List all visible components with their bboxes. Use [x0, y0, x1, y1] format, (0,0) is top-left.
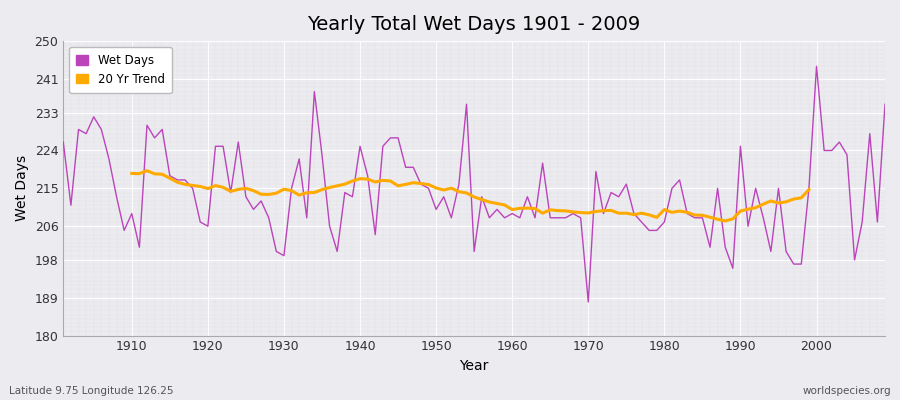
20 Yr Trend	[126, 171, 137, 176]
Wet Days	[583, 300, 594, 304]
20 Yr Trend	[697, 213, 707, 218]
Legend: Wet Days, 20 Yr Trend: Wet Days, 20 Yr Trend	[69, 47, 172, 93]
20 Yr Trend	[606, 208, 616, 213]
20 Yr Trend	[720, 218, 731, 223]
20 Yr Trend	[141, 168, 152, 173]
Line: Wet Days: Wet Days	[63, 66, 885, 302]
Wet Days	[58, 140, 68, 144]
Wet Days	[879, 102, 890, 107]
Wet Days	[811, 64, 822, 69]
Line: 20 Yr Trend: 20 Yr Trend	[131, 171, 809, 221]
Text: Latitude 9.75 Longitude 126.25: Latitude 9.75 Longitude 126.25	[9, 386, 174, 396]
Wet Days	[332, 249, 343, 254]
20 Yr Trend	[788, 197, 799, 202]
20 Yr Trend	[225, 189, 236, 194]
20 Yr Trend	[339, 182, 350, 186]
Y-axis label: Wet Days: Wet Days	[15, 155, 29, 222]
20 Yr Trend	[804, 187, 814, 192]
Wet Days	[286, 186, 297, 191]
Wet Days	[606, 190, 616, 195]
Text: worldspecies.org: worldspecies.org	[803, 386, 891, 396]
X-axis label: Year: Year	[460, 359, 489, 373]
20 Yr Trend	[712, 217, 723, 222]
Wet Days	[507, 211, 517, 216]
Wet Days	[500, 215, 510, 220]
Wet Days	[119, 228, 130, 233]
Title: Yearly Total Wet Days 1901 - 2009: Yearly Total Wet Days 1901 - 2009	[308, 15, 641, 34]
